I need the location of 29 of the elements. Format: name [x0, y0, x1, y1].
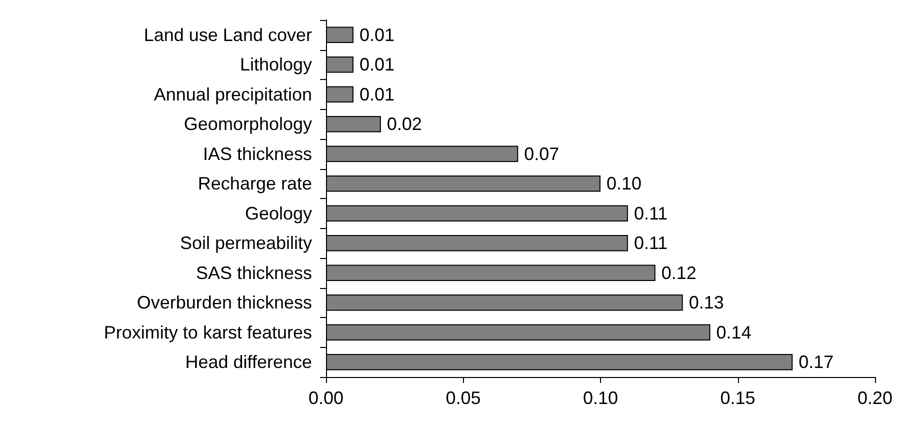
data-label: 0.17 [798, 352, 834, 372]
y-tick-label: Recharge rate [198, 174, 312, 194]
y-tick-label: Soil permeability [180, 233, 312, 254]
data-label: 0.13 [688, 292, 724, 313]
data-label: 0.02 [386, 114, 422, 134]
data-label: 0.01 [359, 54, 394, 75]
x-tick-label: 0.20 [857, 388, 893, 408]
x-tick-label: 0.00 [308, 388, 344, 408]
y-tick-label: Geology [244, 203, 312, 224]
y-tick-label: Lithology [240, 54, 312, 75]
data-label: 0.12 [661, 262, 696, 283]
x-tick-label: 0.15 [720, 388, 756, 408]
y-tick-label: SAS thickness [196, 262, 312, 283]
data-label: 0.11 [634, 233, 668, 254]
y-tick-label: Annual precipitation [154, 84, 312, 104]
y-tick-label: Geomorphology [184, 114, 312, 134]
data-label: 0.01 [359, 84, 394, 104]
data-label: 0.10 [606, 174, 642, 194]
y-tick-label: IAS thickness [202, 144, 312, 164]
y-tick-label: Land use Land cover [144, 24, 312, 45]
data-label: 0.07 [524, 144, 560, 164]
y-tick-label: Overburden thickness [136, 292, 312, 313]
y-tick-label: Proximity to karst features [104, 322, 312, 342]
x-tick-label: 0.10 [582, 388, 618, 408]
data-label: 0.14 [716, 322, 752, 342]
x-tick-label: 0.05 [446, 388, 481, 408]
data-label: 0.11 [634, 203, 668, 224]
y-tick-label: Head difference [185, 352, 312, 372]
data-label: 0.01 [359, 24, 394, 45]
